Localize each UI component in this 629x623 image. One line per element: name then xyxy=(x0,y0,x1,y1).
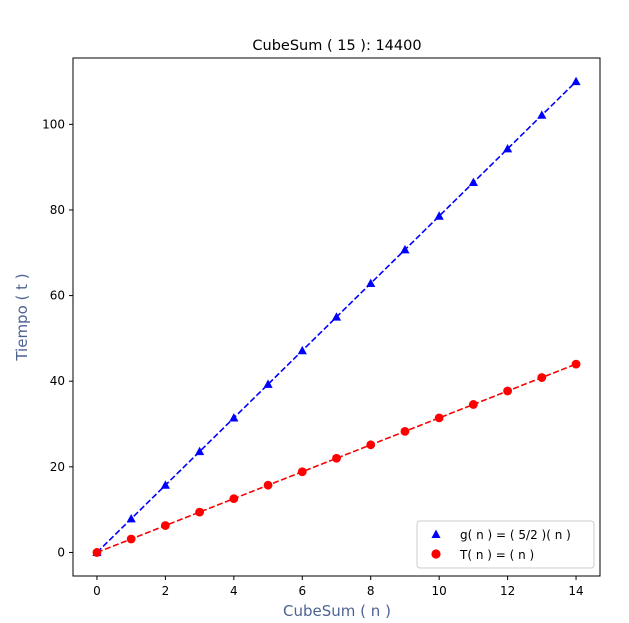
chart-title: CubeSum ( 15 ): 14400 xyxy=(252,38,421,54)
circle-point xyxy=(571,359,581,369)
y-axis-label: Tiempo ( t ) xyxy=(13,273,31,361)
triangle-point xyxy=(434,211,444,220)
circle-point xyxy=(229,494,239,504)
y-tick-label: 20 xyxy=(50,460,65,474)
axes-frame xyxy=(72,57,601,577)
y-tick-label: 100 xyxy=(42,117,65,131)
circle-point xyxy=(263,480,273,490)
legend-frame xyxy=(416,520,595,569)
x-tick-label: 2 xyxy=(162,584,170,598)
legend-label-g: g( n ) = ( 5/2 )( n ) xyxy=(460,528,571,542)
triangle-point xyxy=(195,446,205,456)
triangle-point xyxy=(537,110,547,119)
legend: g( n ) = ( 5/2 )( n ) T( n ) = ( n ) xyxy=(416,520,595,569)
x-tick-label: 0 xyxy=(93,584,101,598)
triangle-point xyxy=(503,144,513,153)
triangle-point xyxy=(229,413,239,422)
triangle-point xyxy=(468,177,478,187)
triangle-point xyxy=(571,76,581,86)
legend-circle-marker xyxy=(431,549,441,559)
y-tick-label: 40 xyxy=(50,374,65,388)
circle-point xyxy=(92,548,102,557)
circle-point xyxy=(332,453,341,463)
y-tick-label: 80 xyxy=(50,203,65,217)
y-tick-label: 60 xyxy=(50,289,65,303)
y-axis: 0 20 40 60 80 100 xyxy=(42,117,73,559)
circle-point xyxy=(297,467,307,477)
x-tick-label: 12 xyxy=(500,584,515,598)
triangle-point xyxy=(366,278,376,287)
triangle-point xyxy=(297,345,307,355)
x-tick-label: 8 xyxy=(367,584,375,598)
plot-area xyxy=(92,76,581,557)
circle-point xyxy=(468,400,478,409)
x-axis: 0 2 4 6 8 10 12 14 xyxy=(93,576,584,598)
x-tick-label: 10 xyxy=(432,584,447,598)
circle-point xyxy=(126,534,136,544)
legend-triangle-marker xyxy=(431,529,441,538)
x-axis-label: CubeSum ( n ) xyxy=(283,602,391,620)
x-tick-label: 6 xyxy=(298,584,306,598)
triangle-point xyxy=(331,312,342,321)
circle-point xyxy=(400,426,410,436)
triangle-point xyxy=(160,480,170,489)
circle-point xyxy=(195,507,205,517)
circle-point xyxy=(160,521,170,530)
y-tick-label: 0 xyxy=(57,545,65,559)
x-tick-label: 4 xyxy=(230,584,238,598)
circle-point xyxy=(503,386,513,396)
legend-label-t: T( n ) = ( n ) xyxy=(459,548,534,562)
circle-point xyxy=(434,413,444,423)
circle-point xyxy=(366,440,376,450)
x-tick-label: 14 xyxy=(568,584,583,598)
triangle-point xyxy=(400,244,410,254)
triangle-point xyxy=(126,514,136,523)
triangle-point xyxy=(263,379,273,388)
circle-point xyxy=(537,373,547,382)
